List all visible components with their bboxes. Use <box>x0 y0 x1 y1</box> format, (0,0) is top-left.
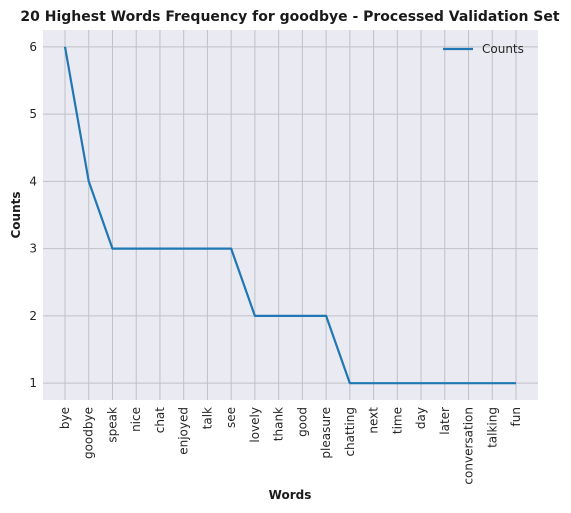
x-tick-label-talking: talking <box>485 407 499 448</box>
x-tick-label-time: time <box>390 407 404 434</box>
x-tick-label-next: next <box>367 407 381 434</box>
y-axis-label: Counts <box>9 191 23 238</box>
x-tick-label-see: see <box>224 407 238 428</box>
series-line-counts <box>63 46 516 385</box>
y-tick-label-6: 6 <box>29 40 37 54</box>
y-tick-label-1: 1 <box>29 376 37 390</box>
x-tick-label-talk: talk <box>200 407 214 429</box>
y-axis-ticks: 1 2 3 4 5 6 <box>29 40 37 390</box>
y-tick-label-3: 3 <box>29 242 37 256</box>
x-axis-label: Words <box>269 488 312 502</box>
y-tick-label-2: 2 <box>29 309 37 323</box>
x-tick-label-bye: bye <box>58 407 72 429</box>
x-tick-label-enjoyed: enjoyed <box>177 407 191 455</box>
chart-title: 20 Highest Words Frequency for goodbye -… <box>20 9 559 25</box>
x-tick-label-day: day <box>414 407 428 429</box>
x-axis-ticks: bye goodbye speak nice chat enjoyed talk see lov… <box>58 407 523 485</box>
x-tick-label-good: good <box>295 407 309 437</box>
x-tick-label-goodbye: goodbye <box>82 407 96 459</box>
x-tick-label-lovely: lovely <box>248 407 262 443</box>
x-tick-label-thank: thank <box>272 407 286 441</box>
plot-area <box>43 30 538 400</box>
x-tick-label-pleasure: pleasure <box>319 407 333 459</box>
x-tick-label-nice: nice <box>129 407 143 432</box>
y-tick-label-5: 5 <box>29 107 37 121</box>
x-tick-label-chat: chat <box>153 407 167 434</box>
x-tick-label-speak: speak <box>105 407 119 443</box>
legend-entry-counts: Counts <box>482 42 524 56</box>
legend: Counts <box>443 42 524 56</box>
x-tick-label-later: later <box>438 407 452 435</box>
grid-lines <box>43 30 538 400</box>
x-tick-label-chatting: chatting <box>343 407 357 457</box>
x-tick-label-fun: fun <box>509 407 523 426</box>
data-points <box>64 46 517 384</box>
y-tick-label-4: 4 <box>29 174 37 188</box>
x-tick-label-conversation: conversation <box>462 407 476 485</box>
